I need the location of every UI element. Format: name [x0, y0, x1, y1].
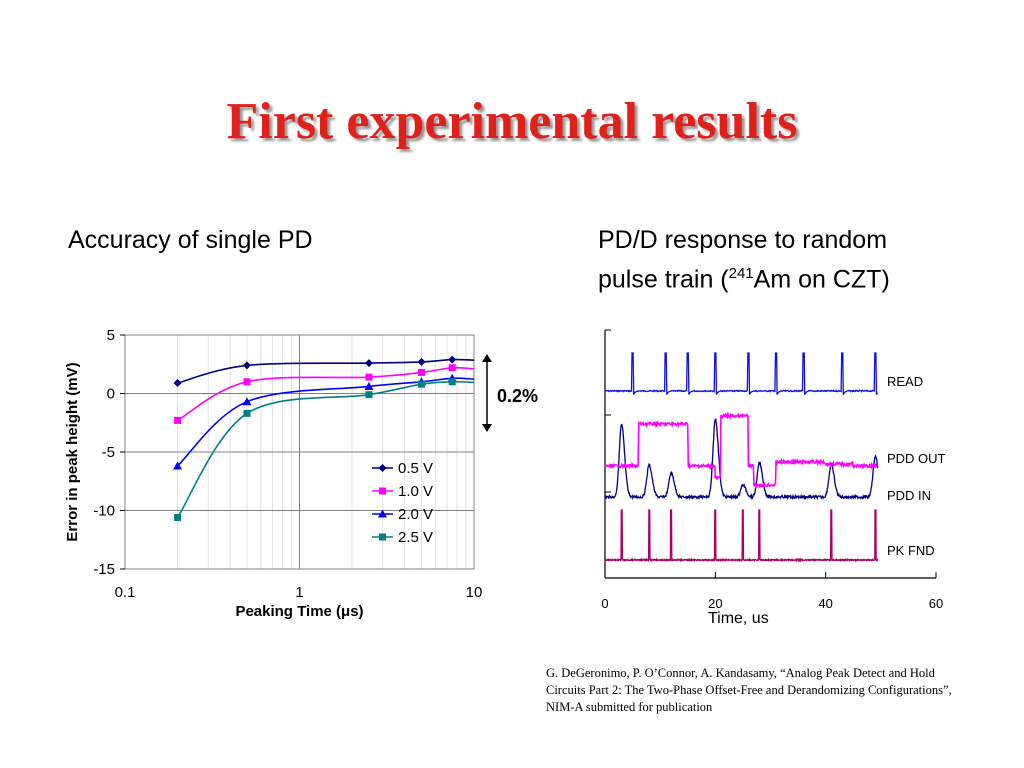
data-point — [242, 361, 251, 370]
data-point — [379, 487, 386, 495]
data-point — [243, 409, 251, 417]
x-axis-label: Peaking Time (μs) — [235, 603, 363, 620]
data-point — [417, 357, 426, 366]
citation: G. DeGeronimo, P. O’Connor, A. Kandasamy… — [546, 666, 952, 714]
data-point — [378, 509, 387, 518]
x-tick-label: 1 — [295, 584, 303, 601]
data-point — [448, 378, 456, 386]
slide-title: First experimental results — [226, 93, 798, 150]
accuracy-chart: 5 0 -5 -10 -150.1 1 10 Peaking Time (μs) Error i… — [64, 327, 492, 620]
trace-label-pk-fnd: PK FND — [887, 543, 935, 558]
data-point — [364, 381, 374, 390]
legend-label: 2.5 V — [398, 529, 433, 546]
x-tick-label: 20 — [708, 596, 722, 611]
data-point — [173, 378, 182, 387]
y-tick-label: -5 — [102, 444, 115, 461]
x-axis-label: Time, us — [708, 610, 769, 627]
data-point — [378, 464, 387, 472]
data-point — [365, 391, 373, 399]
data-point — [448, 355, 457, 364]
trace-label-pdd-in: PDD IN — [887, 488, 931, 503]
x-tick-label: 0.1 — [115, 584, 136, 601]
range-arrow-head-bottom — [482, 424, 492, 432]
legend-label: 2.0 V — [398, 506, 433, 523]
x-tick-label: 0 — [601, 596, 608, 611]
data-point — [417, 368, 425, 376]
trace-pdd-out — [604, 411, 878, 490]
data-point — [173, 461, 183, 470]
right-caption-line2-pre: pulse train ( — [598, 265, 729, 294]
legend: 0.5 V 1.0 V 2.0 V 2.5 V — [372, 460, 433, 546]
y-tick-label: -10 — [93, 503, 115, 520]
range-arrow-head-top — [482, 354, 492, 362]
data-point — [242, 397, 252, 406]
legend-label: 0.5 V — [398, 460, 433, 477]
x-tick-label: 60 — [929, 596, 943, 611]
legend-label: 1.0 V — [398, 483, 433, 500]
trace-pk-fnd — [604, 509, 879, 564]
trace-label-pdd-out: PDD OUT — [887, 451, 946, 466]
series-2_5V — [174, 378, 475, 522]
right-chart-caption: PD/D response to random pulse train (241… — [598, 223, 890, 296]
x-tick-label: 10 — [466, 584, 483, 601]
isotope-superscript: 241 — [728, 265, 754, 282]
data-point — [364, 359, 373, 368]
trace-read — [604, 352, 879, 395]
right-caption-line1: PD/D response to random — [598, 226, 888, 254]
series-1_0V — [174, 364, 475, 424]
y-axis-label: Error in peak height (mV) — [64, 362, 81, 541]
trace-pdd-in — [604, 418, 879, 501]
data-point — [174, 416, 182, 424]
series-0_5V — [173, 355, 475, 387]
data-point — [417, 380, 425, 388]
pulse-train-chart: 0 20 40 60 Time, us READ PDD IN PDD OUT PK FND — [601, 329, 946, 627]
data-point — [365, 373, 373, 381]
x-tick-label: 40 — [818, 596, 832, 611]
trace-label-read: READ — [887, 374, 923, 389]
right-caption-line2-post: Am on CZT) — [753, 265, 890, 294]
y-tick-label: 5 — [107, 327, 115, 344]
data-point — [448, 364, 456, 372]
data-point — [243, 378, 251, 386]
left-chart-caption: Accuracy of single PD — [68, 226, 313, 254]
y-tick-label: 0 — [107, 386, 115, 403]
data-point — [174, 514, 182, 522]
data-point — [379, 533, 386, 541]
range-annotation: 0.2% — [497, 386, 539, 406]
y-tick-label: -15 — [93, 561, 115, 578]
